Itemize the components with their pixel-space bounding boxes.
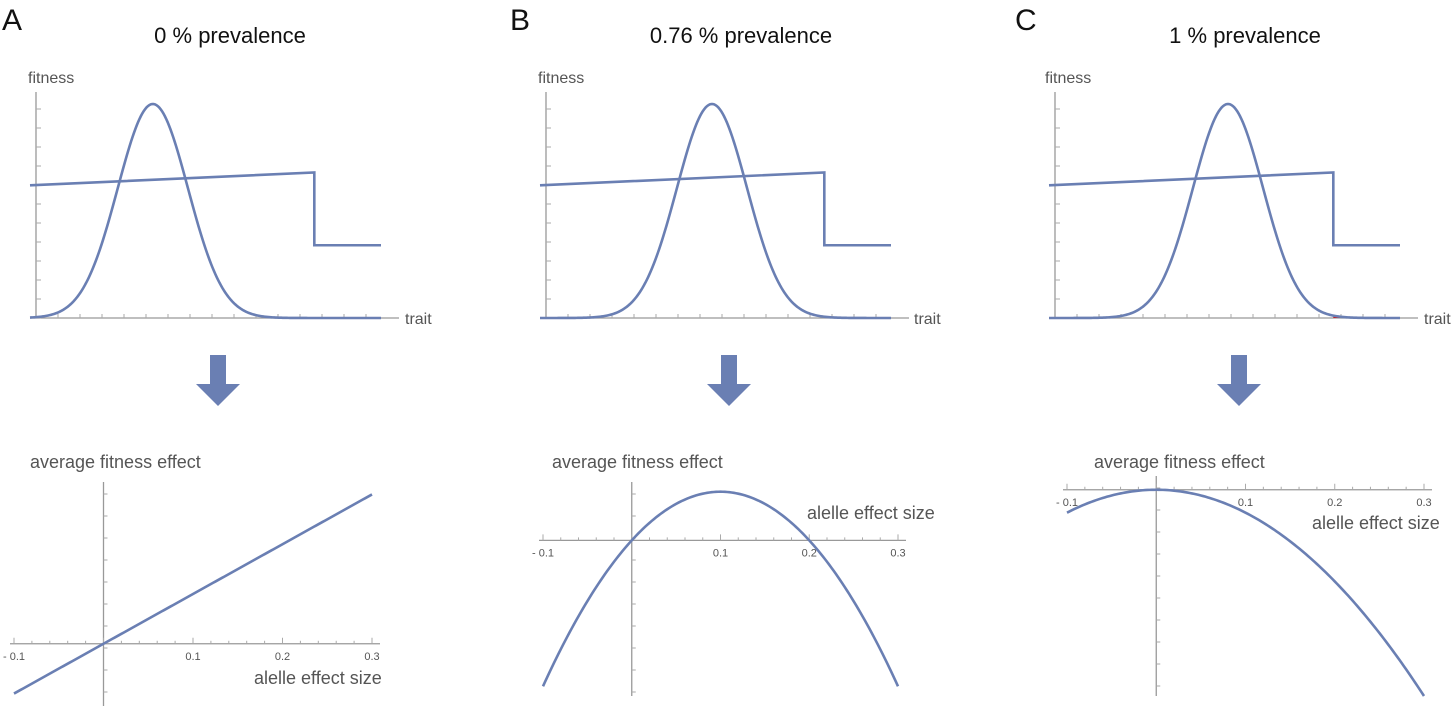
fitness-function-line — [29, 171, 381, 247]
panel-b: B 0.76 % prevalence fitness trait averag… — [510, 4, 941, 696]
fitness-effect-curve — [1066, 488, 1426, 697]
x-tick-label: - 0.1 — [1056, 497, 1078, 509]
down-arrow-icon — [196, 355, 240, 406]
panel-letter-b: B — [510, 4, 530, 37]
average-fitness-effect-label: average fitness effect — [552, 452, 723, 472]
down-arrow-icon — [707, 355, 751, 406]
trait-axis-label: trait — [1424, 311, 1451, 328]
x-tick-label: - 0.1 — [532, 547, 554, 559]
trait-distribution-chart-c: fitness trait — [1045, 70, 1451, 328]
x-tick-label: 0.1 — [185, 651, 200, 663]
x-tick-label: 0.2 — [1327, 497, 1342, 509]
trait-distribution-curve — [539, 102, 892, 320]
x-tick-label: - 0.1 — [3, 651, 25, 663]
trait-distribution-curve — [29, 102, 381, 320]
allele-effect-size-label: alelle effect size — [254, 668, 382, 688]
panel-letter-a: A — [2, 4, 22, 37]
down-arrow-icon — [1217, 355, 1261, 406]
panel-a: A 0 % prevalence fitness trait average f… — [2, 4, 432, 706]
average-fitness-effect-label: average fitness effect — [1094, 452, 1265, 472]
x-tick-label: 0.3 — [890, 547, 905, 559]
trait-axis-label: trait — [405, 311, 432, 328]
x-tick-label: 0.1 — [1238, 497, 1253, 509]
allele-effect-size-label: alelle effect size — [1312, 513, 1440, 533]
fitness-function-line — [1048, 171, 1400, 247]
fitness-effect-chart-a: average fitness effect alelle effect siz… — [3, 452, 382, 706]
panel-c: C 1 % prevalence fitness trait average f… — [1015, 4, 1451, 697]
fitness-axis-label: fitness — [28, 70, 74, 87]
x-tick-label: 0.3 — [364, 651, 379, 663]
fitness-function-line — [539, 171, 891, 247]
panel-title-c: 1 % prevalence — [1169, 23, 1321, 48]
fitness-axis-label: fitness — [1045, 70, 1091, 87]
allele-effect-size-label: alelle effect size — [807, 503, 935, 523]
x-tick-label: 0.2 — [802, 547, 817, 559]
trait-distribution-chart-a: fitness trait — [28, 70, 432, 328]
x-tick-label: 0.2 — [275, 651, 290, 663]
fitness-effect-chart-b: average fitness effect alelle effect siz… — [532, 452, 935, 696]
trait-distribution-chart-b: fitness trait — [538, 70, 941, 328]
x-tick-label: 0.1 — [713, 547, 728, 559]
trait-distribution-curve — [1048, 102, 1401, 320]
trait-axis-label: trait — [914, 311, 941, 328]
fitness-axis-label: fitness — [538, 70, 584, 87]
fitness-effect-curve — [13, 493, 373, 695]
panel-title-a: 0 % prevalence — [154, 23, 306, 48]
average-fitness-effect-label: average fitness effect — [30, 452, 201, 472]
fitness-effect-chart-c: average fitness effect alelle effect siz… — [1056, 452, 1440, 697]
x-tick-label: 0.3 — [1416, 497, 1431, 509]
fitness-effect-curve — [541, 490, 900, 687]
panel-title-b: 0.76 % prevalence — [650, 23, 832, 48]
panel-letter-c: C — [1015, 4, 1037, 37]
